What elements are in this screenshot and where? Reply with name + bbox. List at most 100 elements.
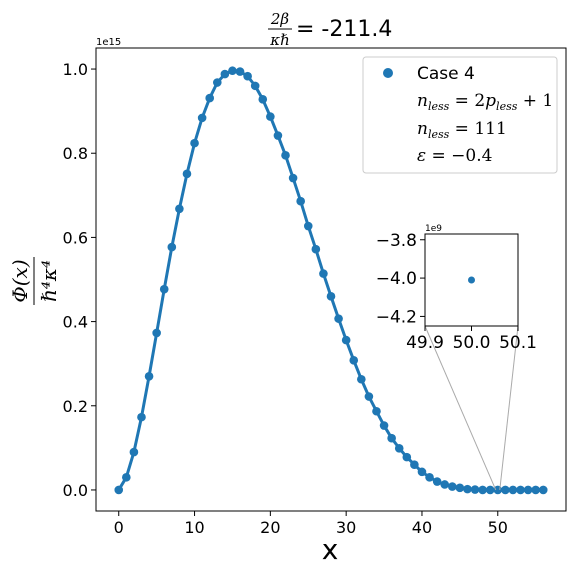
inset-x-axis: 49.9 50.0 50.1 <box>406 326 537 353</box>
data-point <box>122 473 131 482</box>
inset-y-tick-label: −4.2 <box>376 307 417 327</box>
data-point <box>326 292 336 301</box>
data-point <box>410 460 419 470</box>
data-point <box>137 412 146 422</box>
legend-line-3: ε = −0.4 <box>417 146 492 166</box>
data-point <box>349 356 359 365</box>
data-point <box>129 447 139 457</box>
data-point <box>485 485 495 495</box>
data-point <box>538 485 548 495</box>
data-point <box>402 452 412 462</box>
data-point <box>243 71 252 81</box>
data-point <box>167 242 177 252</box>
data-point <box>288 173 298 183</box>
data-point <box>197 113 207 123</box>
legend-box <box>362 56 558 174</box>
data-point <box>205 93 215 103</box>
y-tick-label: 0.6 <box>63 228 88 247</box>
data-point <box>470 485 480 494</box>
data-point <box>417 467 427 477</box>
data-point <box>447 482 457 491</box>
data-point <box>531 485 540 495</box>
y-label-denominator: ℏ⁴κ⁴ <box>37 260 61 302</box>
y-axis-label: Φ(x) ℏ⁴κ⁴ <box>8 257 61 305</box>
y-scale-label: 1e15 <box>96 37 121 48</box>
data-point <box>478 485 487 495</box>
y-tick-label: 0.2 <box>63 397 88 416</box>
data-point <box>319 269 328 278</box>
inset-y-tick-label: −3.8 <box>376 231 417 251</box>
inset-y-tick-label: −4.0 <box>376 269 417 289</box>
data-point <box>281 151 290 160</box>
inset-x-tick-label: 50.0 <box>453 333 491 353</box>
data-point <box>250 81 260 91</box>
legend-line-3-text: ε = −0.4 <box>417 146 492 166</box>
data-point <box>341 335 351 345</box>
title-denominator: κℏ <box>269 31 290 49</box>
data-point <box>228 66 237 76</box>
y-axis: 0.0 0.2 0.4 0.6 0.8 1.0 <box>63 60 96 500</box>
data-point <box>159 284 169 294</box>
plot-frame <box>95 47 567 512</box>
inset-y-axis: −3.8 −4.0 −4.2 <box>376 231 425 327</box>
series-case-4 <box>114 66 548 495</box>
data-point <box>508 485 518 495</box>
data-point <box>379 421 389 430</box>
data-point <box>516 485 525 495</box>
data-point <box>311 244 321 254</box>
data-point <box>266 112 275 121</box>
y-tick-label: 0.0 <box>63 481 88 500</box>
data-point <box>501 485 510 495</box>
x-axis-label: x <box>322 533 339 566</box>
data-point <box>394 443 404 453</box>
data-point <box>372 406 381 416</box>
x-tick-label: 10 <box>184 518 204 537</box>
data-point <box>432 477 442 486</box>
data-point <box>190 138 199 148</box>
y-tick-label: 1.0 <box>63 60 88 79</box>
y-tick-label: 0.4 <box>63 313 88 332</box>
zoom-connector-right <box>499 325 519 491</box>
inset-series <box>468 276 475 284</box>
y-label-numerator: Φ(x) <box>8 259 32 302</box>
data-point <box>182 169 192 179</box>
data-point <box>258 95 268 104</box>
data-point <box>296 196 305 206</box>
legend-series-label: Case 4 <box>417 64 475 84</box>
x-tick-label: 30 <box>336 518 356 537</box>
y-tick-label: 0.8 <box>63 144 88 163</box>
x-tick-label: 40 <box>412 518 432 537</box>
data-point <box>364 392 374 401</box>
data-point <box>425 473 434 482</box>
data-point <box>440 480 450 489</box>
legend-line-1-text: nless = 2pless + 1 <box>417 91 553 113</box>
zoom-connectors <box>424 325 519 491</box>
data-point <box>357 374 366 384</box>
data-point <box>334 314 343 323</box>
inset-x-tick-label: 50.1 <box>499 333 537 353</box>
data-point <box>463 484 472 494</box>
data-point <box>212 78 222 87</box>
inset-data-point <box>468 276 475 284</box>
data-point <box>303 221 313 231</box>
x-tick-label: 20 <box>260 518 280 537</box>
legend-marker <box>383 68 393 78</box>
data-point <box>455 483 465 493</box>
data-point <box>144 372 154 381</box>
data-point <box>273 131 283 140</box>
data-point <box>114 485 124 495</box>
data-point <box>387 433 396 443</box>
data-point <box>220 69 230 79</box>
inset-scale-label: 1e9 <box>425 224 442 234</box>
data-point <box>175 204 184 214</box>
x-tick-label: 50 <box>488 518 508 537</box>
legend-line-1: nless = 2pless + 1 <box>417 91 553 113</box>
x-tick-label: 0 <box>114 518 124 537</box>
inset-x-tick-label: 49.9 <box>406 333 444 353</box>
legend: Case 4 nless = 2pless + 1 nless = 111 ε … <box>362 56 558 174</box>
zoom-connector-left <box>424 325 497 491</box>
title-value: = -211.4 <box>296 17 392 42</box>
data-point <box>235 67 245 76</box>
